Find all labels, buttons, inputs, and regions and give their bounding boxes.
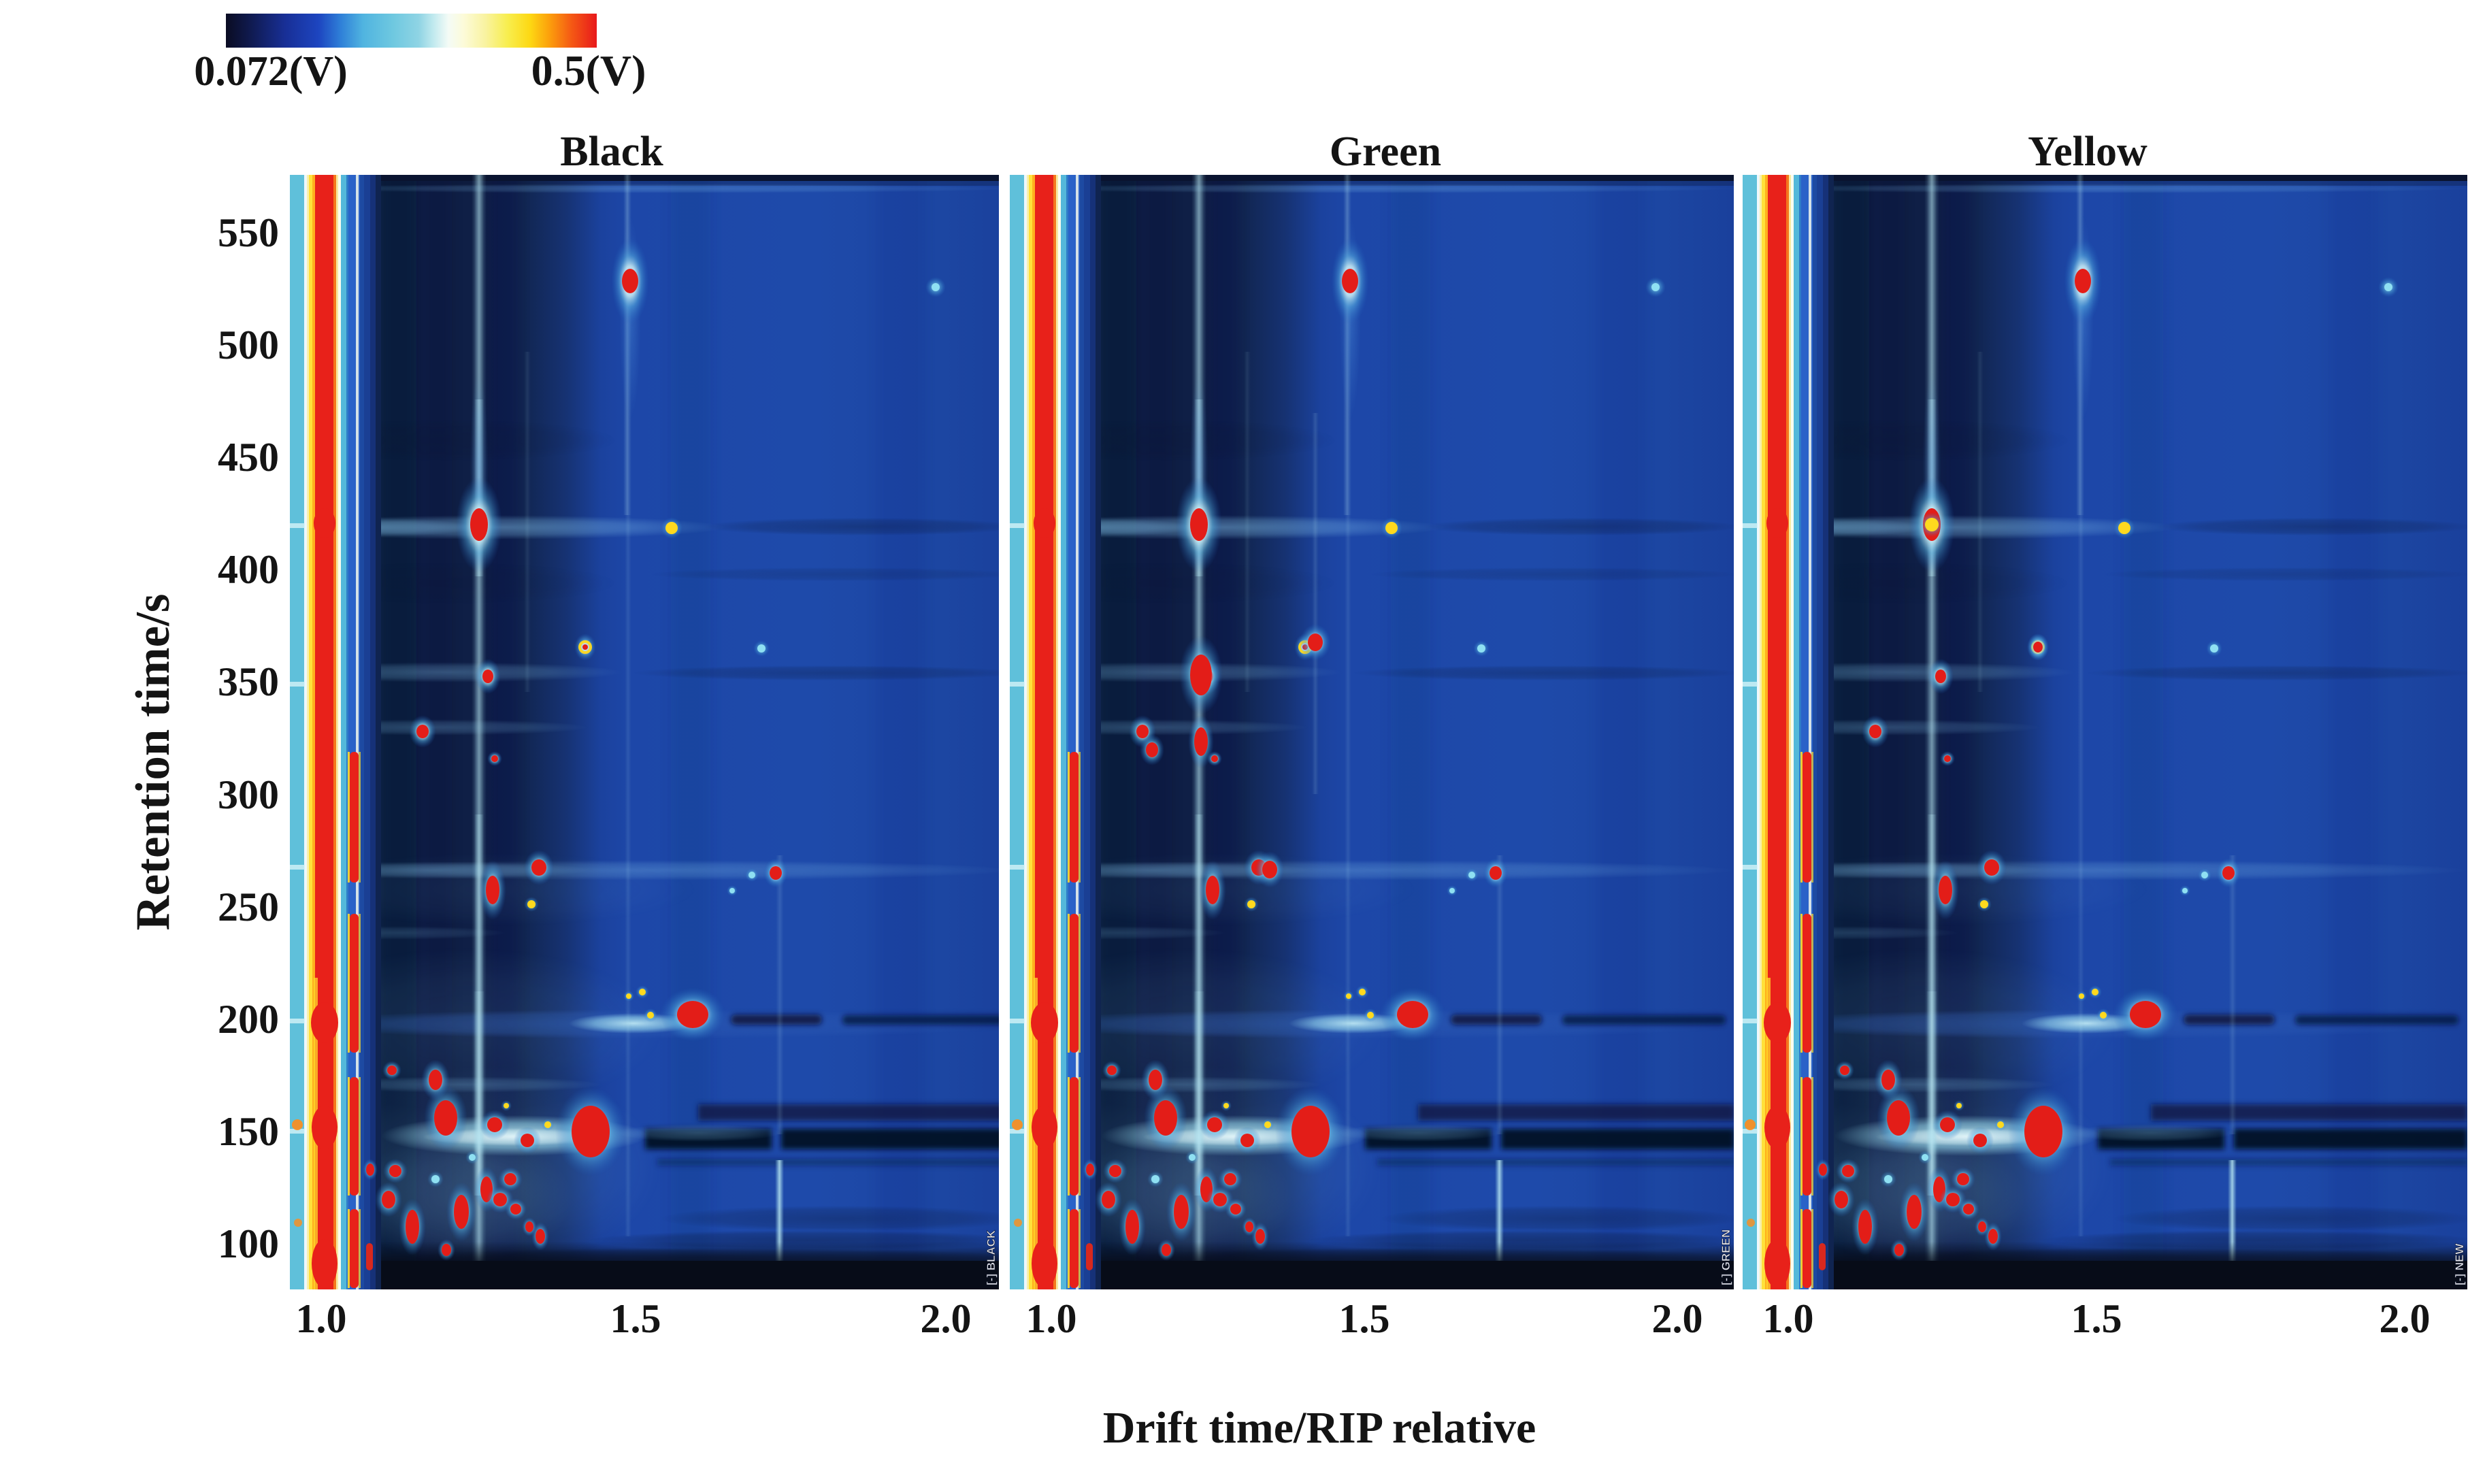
- svg-text:Drift time/RIP relative: Drift time/RIP relative: [1103, 1403, 1536, 1453]
- svg-text:250: 250: [218, 885, 279, 929]
- svg-text:1.5: 1.5: [1339, 1296, 1390, 1341]
- svg-text:[-] GREEN: [-] GREEN: [1719, 1230, 1732, 1285]
- svg-text:450: 450: [218, 435, 279, 480]
- svg-text:200: 200: [218, 997, 279, 1042]
- svg-text:[-] NEW: [-] NEW: [2453, 1243, 2466, 1285]
- svg-text:550: 550: [218, 210, 279, 255]
- svg-text:1.5: 1.5: [2071, 1296, 2122, 1341]
- svg-text:500: 500: [218, 323, 279, 367]
- svg-text:Yellow: Yellow: [2028, 129, 2147, 175]
- svg-text:1.0: 1.0: [296, 1296, 347, 1341]
- svg-text:1.0: 1.0: [1763, 1296, 1814, 1341]
- svg-text:Green: Green: [1330, 129, 1441, 175]
- svg-text:2.0: 2.0: [921, 1296, 972, 1341]
- svg-text:350: 350: [218, 659, 279, 704]
- svg-text:1.5: 1.5: [610, 1296, 661, 1341]
- svg-text:0.5(V): 0.5(V): [531, 46, 646, 95]
- svg-text:400: 400: [218, 547, 279, 592]
- svg-text:1.0: 1.0: [1026, 1296, 1077, 1341]
- svg-text:300: 300: [218, 772, 279, 817]
- svg-text:2.0: 2.0: [1652, 1296, 1703, 1341]
- svg-text:2.0: 2.0: [2380, 1296, 2431, 1341]
- svg-text:150: 150: [218, 1109, 279, 1154]
- svg-text:Black: Black: [560, 129, 663, 175]
- svg-text:[-] BLACK: [-] BLACK: [985, 1230, 998, 1285]
- svg-text:Retention time/s: Retention time/s: [127, 594, 180, 931]
- svg-text:0.072(V): 0.072(V): [194, 48, 348, 95]
- svg-text:100: 100: [218, 1221, 279, 1266]
